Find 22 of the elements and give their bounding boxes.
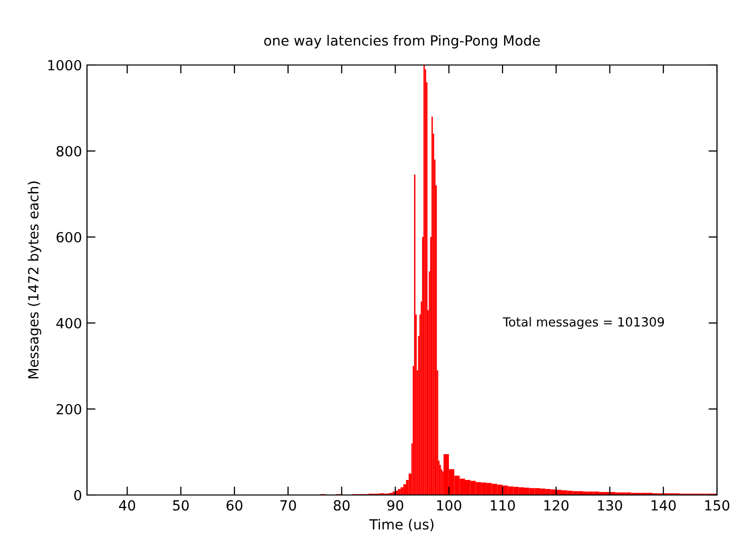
chart-title: one way latencies from Ping-Pong Mode xyxy=(264,35,540,48)
y-tick-label: 0 xyxy=(74,490,82,500)
y-tick-label: 400 xyxy=(56,318,82,328)
y-tick-label: 800 xyxy=(56,146,82,156)
y-tick-label: 1000 xyxy=(48,60,82,70)
x-tick-label: 50 xyxy=(173,500,189,511)
x-axis-title: Time (us) xyxy=(369,518,434,532)
x-tick-label: 90 xyxy=(387,500,404,511)
x-tick-label: 130 xyxy=(598,500,622,511)
x-tick-label: 70 xyxy=(280,500,296,511)
y-tick-label: 600 xyxy=(56,232,82,242)
x-tick-label: 120 xyxy=(544,500,568,511)
x-tick-label: 110 xyxy=(490,500,515,511)
x-tick-label: 100 xyxy=(437,500,462,511)
annotation: Total messages = 101309 xyxy=(502,316,664,330)
x-tick-label: 80 xyxy=(334,500,350,511)
x-tick-label: 150 xyxy=(705,500,730,511)
x-tick-label: 60 xyxy=(226,500,242,511)
x-tick-label: 140 xyxy=(652,500,676,511)
y-axis-title: Messages (1472 bytes each) xyxy=(28,182,42,378)
y-tick-label: 200 xyxy=(56,404,82,414)
x-tick-label: 40 xyxy=(119,500,136,511)
